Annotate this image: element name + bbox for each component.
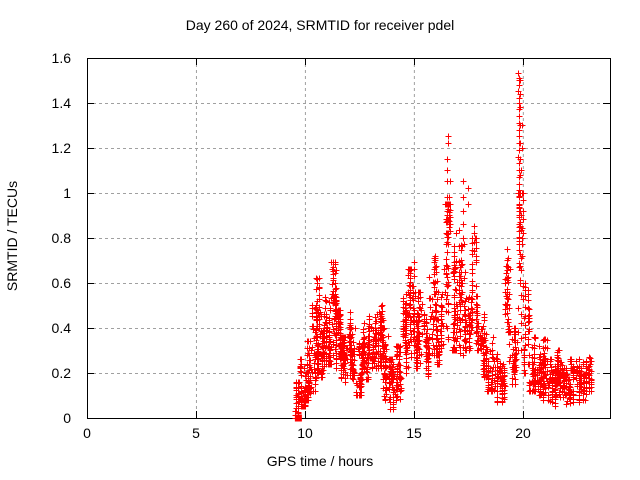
- y-tick-label: 1.4: [52, 95, 72, 111]
- x-tick-label: 0: [83, 425, 91, 441]
- y-tick-label: 1.6: [52, 50, 72, 66]
- y-tick-label: 0.2: [52, 365, 72, 381]
- y-tick-label: 0.6: [52, 275, 72, 291]
- axes-and-ticks: [87, 58, 611, 419]
- x-tick-label: 5: [192, 425, 200, 441]
- scatter-plus-markers: [292, 70, 595, 422]
- x-axis-label: GPS time / hours: [267, 453, 374, 469]
- x-tick-label: 10: [297, 425, 313, 441]
- y-tick-label: 1.2: [52, 140, 72, 156]
- y-tick-label: 0.4: [52, 320, 72, 336]
- y-tick-label: 0: [63, 410, 71, 426]
- tick-labels: 0 5 10 15 20 0 0.2 0.4 0.6 0.8 1 1.2 1.4 1.6: [52, 50, 531, 441]
- data-points: [292, 70, 595, 422]
- zero-value-square-marker: [294, 414, 302, 422]
- chart-title: Day 260 of 2024, SRMTID for receiver pde…: [186, 17, 454, 33]
- y-tick-label: 1: [63, 185, 71, 201]
- y-tick-label: 0.8: [52, 230, 72, 246]
- x-tick-label: 15: [406, 425, 422, 441]
- x-tick-label: 20: [515, 425, 531, 441]
- y-axis-label: SRMTID / TECUs: [4, 181, 20, 291]
